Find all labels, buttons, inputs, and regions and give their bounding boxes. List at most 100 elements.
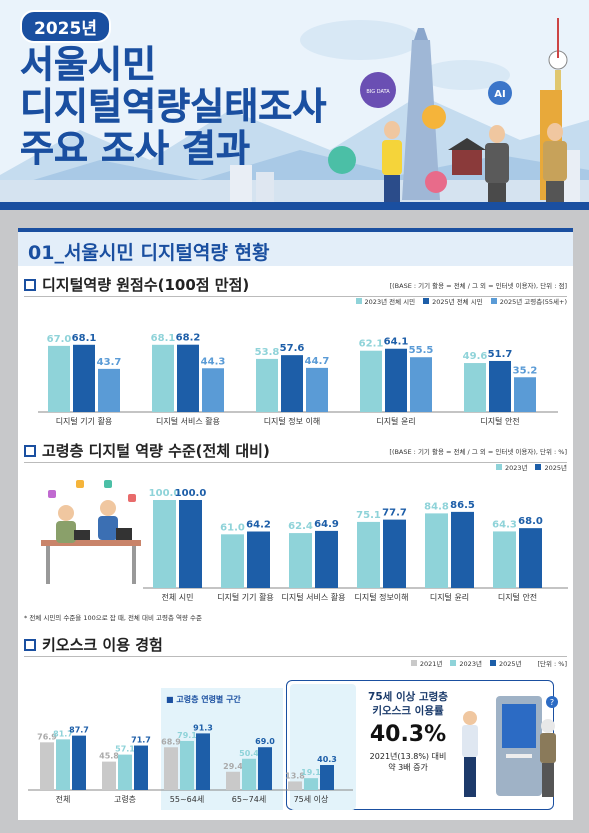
bar (410, 357, 432, 412)
svg-text:?: ? (550, 698, 554, 707)
data-label: 68.0 (518, 516, 543, 527)
chart3-subtitle: 키오스크 이용 경험 (42, 636, 163, 654)
data-label: 43.7 (97, 357, 122, 368)
data-label: 19.1 (301, 768, 321, 777)
callout-line1: 75세 이상 고령층 (368, 691, 448, 703)
data-label: 29.4 (223, 762, 243, 771)
chart3-legend: 2021년 2023년 2025년 [단위 : %] (410, 658, 567, 668)
legend-item: 2025년 고령층(55세+) (490, 296, 567, 306)
tick-label: 디지털 기기 활용 (217, 592, 274, 602)
bar (385, 348, 407, 412)
data-label: 64.1 (384, 337, 409, 348)
bar (202, 368, 224, 412)
bar (493, 531, 516, 588)
data-label: 64.2 (246, 520, 271, 531)
page-title-line3: 주요 조사 결과 (20, 127, 251, 170)
legend-label: 2023년 (504, 464, 528, 472)
square-icon (24, 279, 36, 291)
data-label: 13.8 (285, 771, 305, 780)
age-group-label: ■ 고령층 연령별 구간 (166, 695, 241, 704)
bar (72, 735, 86, 790)
bar (179, 500, 202, 588)
bar (289, 533, 312, 588)
bar (48, 345, 70, 412)
data-label: 67.0 (47, 334, 72, 345)
bar (56, 739, 70, 790)
bar (464, 363, 486, 412)
data-label: 77.7 (382, 508, 407, 519)
section-header: 01_서울시민 디지털역량 현황 (18, 228, 573, 266)
data-label: 44.3 (201, 356, 226, 367)
tick-label: 고령층 (114, 795, 136, 804)
divider (24, 296, 567, 297)
bar (40, 742, 54, 790)
legend-label: 2025년 전체 시민 (432, 298, 483, 306)
tick-label: 65~74세 (232, 795, 266, 804)
header-banner: BIG DATA AI 2025년 서울시민 디지털역량실태조사 주요 조사 결… (0, 0, 589, 210)
tick-label: 디지털 기기 활용 (56, 416, 113, 426)
tick-label: 디지털 안전 (498, 592, 537, 602)
legend-label: 2025년 (544, 464, 567, 472)
bar (304, 778, 318, 790)
callout-value: 40.3% (369, 722, 447, 747)
bar (102, 761, 116, 790)
callout: 75세 이상 고령층 키오스크 이용률 40.3% 2021년(13.8%) 대… (358, 690, 458, 773)
callout-line2: 키오스크 이용률 (372, 705, 444, 717)
legend-swatch (535, 464, 542, 470)
chart1-subtitle: 디지털역량 원점수(100점 만점) (42, 276, 250, 294)
chart3-svg: 76.981.787.7 전체 45.857.171.7 고령층 68.979.191.… (28, 723, 353, 804)
bar (258, 747, 272, 790)
tick-label: 디지털 서비스 활용 (282, 592, 346, 602)
tick-label: 디지털 정보 이해 (264, 416, 321, 426)
data-label: 91.3 (193, 723, 213, 732)
bar (288, 781, 302, 790)
bar (425, 513, 448, 588)
chart2-footnote: * 전체 시민의 수준을 100으로 잡 때, 전체 대비 고령층 역량 수준 (24, 614, 202, 622)
data-label: 57.1 (115, 745, 135, 754)
data-label: 79.1 (177, 731, 197, 740)
page-title-line2: 디지털역량실태조사 (20, 85, 327, 128)
chart2-base-note: [(BASE : 기기 활용 = 전체 / 그 외 = 인터넷 이용자), 단위… (389, 448, 567, 456)
data-label: 35.2 (513, 365, 538, 376)
main-card: 01_서울시민 디지털역량 현황 디지털역량 원점수(100점 만점) [(BA… (18, 228, 573, 820)
bar (242, 758, 256, 790)
tick-label: 디지털 정보이해 (354, 592, 408, 602)
legend-swatch (450, 660, 457, 666)
bar (221, 534, 244, 588)
bar (489, 360, 511, 412)
legend-swatch (495, 464, 502, 470)
data-label: 61.0 (220, 522, 245, 533)
bar (383, 519, 406, 588)
data-label: 55.5 (409, 345, 434, 356)
tick-label: 전체 (56, 794, 71, 804)
bar (320, 765, 334, 790)
bar (226, 771, 240, 790)
data-label: 87.7 (69, 726, 89, 735)
data-label: 50.4 (239, 749, 259, 758)
data-label: 44.7 (305, 356, 330, 367)
data-label: 49.6 (463, 351, 488, 362)
tick-label: 디지털 윤리 (376, 416, 415, 426)
bar (177, 344, 199, 412)
legend-swatch (423, 298, 430, 304)
bar (306, 367, 328, 412)
data-label: 68.2 (176, 333, 201, 344)
data-label: 68.1 (72, 333, 97, 344)
bar (180, 740, 194, 790)
callout-line3: 2021년(13.8%) 대비 (369, 752, 447, 761)
legend-item: 2025년 전체 시민 (423, 296, 483, 306)
tick-label: 디지털 윤리 (430, 592, 469, 602)
bar (256, 358, 278, 412)
legend-label: 2023년 전체 시민 (364, 298, 416, 306)
data-label: 64.9 (314, 519, 339, 530)
legend-item: 2025년 (535, 462, 567, 472)
data-label: 81.7 (53, 729, 73, 738)
chart3-heading: 키오스크 이용 경험 (24, 634, 163, 655)
legend-label: 2023년 (459, 660, 482, 668)
tick-label: 75세 이상 (294, 794, 329, 804)
bar (281, 355, 303, 412)
bar (73, 344, 95, 412)
bar (152, 344, 174, 412)
chart2-heading: 고령층 디지털 역량 수준(전체 대비) (24, 440, 270, 461)
